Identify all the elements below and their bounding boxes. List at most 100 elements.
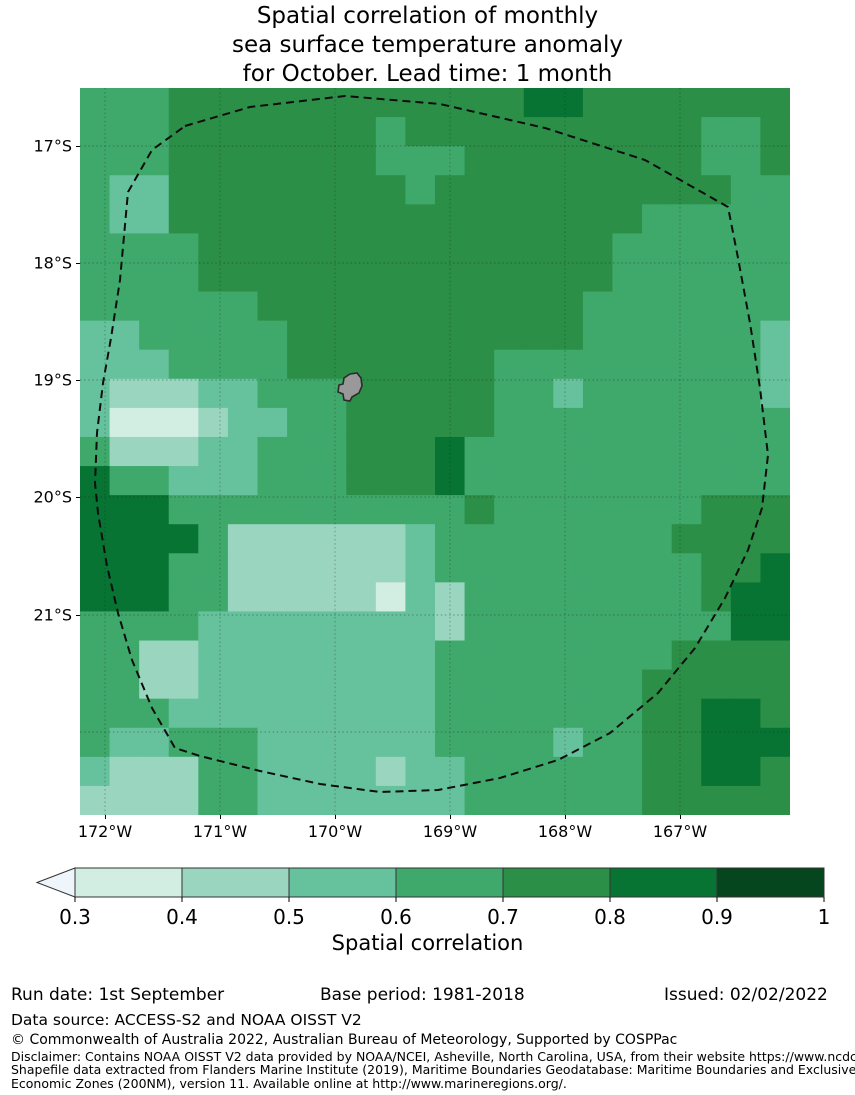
grid-cell [287, 582, 318, 612]
grid-cell [287, 698, 318, 729]
grid-cell [168, 320, 199, 351]
grid-cell [642, 436, 673, 467]
grid-cell [316, 117, 347, 147]
grid-cell [198, 466, 229, 496]
y-tick-label: 18°S [33, 253, 72, 273]
grid-cell [671, 436, 702, 467]
grid-cell [80, 262, 111, 293]
grid-cell [257, 466, 288, 496]
grid-cell [612, 378, 643, 409]
footer-copyright: © Commonwealth of Australia 2022, Austra… [11, 1032, 678, 1048]
grid-cell [109, 466, 140, 496]
grid-cell [760, 640, 790, 671]
grid-cell [553, 640, 584, 671]
grid-cell [198, 407, 229, 438]
grid-cell [227, 553, 258, 583]
grid-cell [671, 146, 702, 176]
grid-cell [553, 204, 584, 234]
grid-cell [701, 524, 732, 554]
grid-cell [671, 698, 702, 729]
grid-cell [730, 175, 761, 205]
grid-cell [405, 611, 436, 642]
grid-cell [612, 553, 643, 583]
grid-cell [464, 175, 495, 205]
grid-cell [198, 349, 229, 380]
grid-cell [198, 233, 229, 263]
grid-cell [80, 756, 111, 787]
grid-cell [494, 291, 525, 322]
grid-cell [730, 495, 761, 525]
grid-cell [642, 233, 673, 263]
grid-cell [375, 233, 406, 263]
grid-cell [346, 640, 377, 671]
grid-cell [257, 320, 288, 351]
grid-cell [582, 756, 613, 787]
grid-cell [198, 175, 229, 205]
grid-cell [375, 495, 406, 525]
grid-cell [80, 640, 111, 671]
grid-cell [730, 524, 761, 554]
grid-cell [257, 436, 288, 467]
grid-cell [671, 582, 702, 612]
grid-cell [139, 436, 170, 467]
grid-cell [80, 146, 111, 176]
grid-cell [257, 495, 288, 525]
footer-base-period: Base period: 1981-2018 [320, 985, 525, 1005]
grid-cell [346, 146, 377, 176]
grid-cell [375, 407, 406, 438]
grid-cell [316, 553, 347, 583]
y-tick-mark [76, 263, 80, 264]
grid-cell [227, 524, 258, 554]
grid-cell [582, 611, 613, 642]
grid-cell [760, 146, 790, 176]
grid-cell [760, 669, 790, 700]
grid-cell [346, 466, 377, 496]
grid-cell [139, 611, 170, 642]
grid-cell [730, 88, 761, 118]
grid-cell [494, 88, 525, 118]
x-tick-label: 167°W [652, 822, 708, 841]
grid-cell [168, 262, 199, 293]
grid-cell [464, 785, 495, 815]
grid-cell [701, 727, 732, 758]
grid-cell [494, 320, 525, 351]
grid-cell [464, 698, 495, 729]
grid-cell [582, 117, 613, 147]
grid-cell [405, 553, 436, 583]
grid-cell [346, 553, 377, 583]
grid-cell [139, 495, 170, 525]
grid-cell [168, 698, 199, 729]
grid-cell [671, 117, 702, 147]
grid-cell [346, 117, 377, 147]
grid-cell [168, 175, 199, 205]
x-tick-label: 168°W [537, 822, 593, 841]
grid-cell [139, 378, 170, 409]
grid-cell [109, 756, 140, 787]
grid-cell [494, 553, 525, 583]
grid-cell [198, 582, 229, 612]
grid-cell [435, 436, 466, 467]
grid-cell [760, 727, 790, 758]
grid-cell [80, 727, 111, 758]
grid-cell [139, 756, 170, 787]
grid-cell [523, 175, 554, 205]
grid-cell [523, 756, 554, 787]
grid-cell [405, 320, 436, 351]
grid-cell [109, 727, 140, 758]
grid-cell [523, 640, 554, 671]
grid-cell [730, 349, 761, 380]
grid-cell [582, 582, 613, 612]
grid-cell [760, 698, 790, 729]
grid-cell [227, 378, 258, 409]
grid-cell [435, 466, 466, 496]
grid-cell [346, 582, 377, 612]
grid-cell [198, 611, 229, 642]
grid-cell [523, 553, 554, 583]
grid-cell [671, 407, 702, 438]
grid-cell [346, 495, 377, 525]
grid-cell [287, 495, 318, 525]
grid-cell [435, 669, 466, 700]
colorbar-segment [288, 867, 397, 898]
grid-cell [168, 611, 199, 642]
